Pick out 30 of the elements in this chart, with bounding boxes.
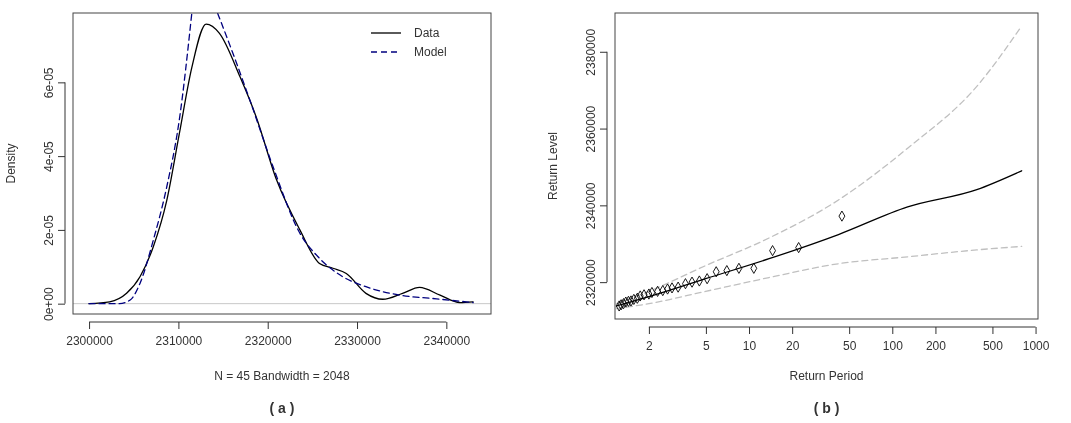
x-tick-label: 200 (925, 339, 947, 354)
y-tick-label: 2340000 (583, 182, 598, 230)
x-tick-label: 2330000 (334, 334, 382, 349)
x-tick-label: 2 (646, 339, 654, 354)
y-tick-label: 2360000 (583, 105, 598, 153)
y-tick-label: 6e-05 (41, 67, 56, 99)
text: ( b ) (813, 400, 840, 416)
x-tick-label: 5 (703, 339, 711, 354)
y-tick-label: 0e+00 (41, 286, 56, 322)
x-tick-label: 20 (785, 339, 800, 354)
y-axis-title: Density (4, 143, 18, 184)
x-tick-label: 1000 (1022, 339, 1050, 354)
x-axis-title: N = 45 Bandwidth = 2048 (214, 369, 351, 383)
x-tick-label: 2300000 (66, 334, 114, 349)
legend-label: Model (414, 45, 447, 59)
y-tick-label: 4e-05 (41, 140, 56, 172)
x-tick-label: 2310000 (155, 334, 203, 349)
y-tick-label: 2380000 (583, 28, 598, 76)
x-axis-title: Return Period (789, 369, 864, 383)
text: ( a ) (269, 400, 295, 416)
legend-label: Data (414, 26, 440, 40)
x-tick-label: 10 (742, 339, 757, 354)
x-tick-label: 100 (882, 339, 904, 354)
x-tick-label: 50 (842, 339, 857, 354)
y-tick-label: 2320000 (583, 258, 598, 306)
x-tick-label: 2340000 (423, 334, 471, 349)
x-tick-label: 500 (982, 339, 1004, 354)
y-axis-title: Return Level (546, 131, 560, 201)
x-tick-label: 2320000 (244, 334, 292, 349)
y-tick-label: 2e-05 (41, 214, 56, 246)
